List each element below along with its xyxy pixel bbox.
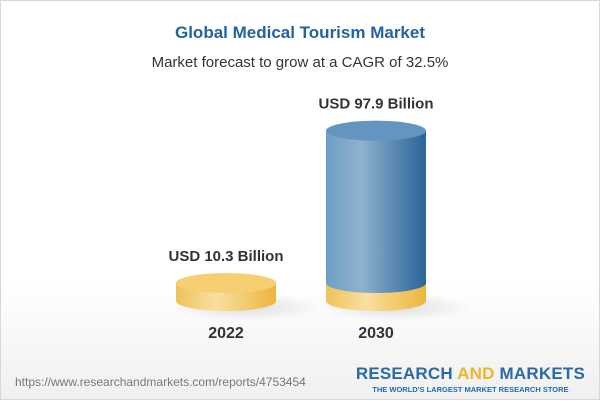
chart-title: Global Medical Tourism Market (174, 23, 426, 42)
x-tick-label: 2022 (208, 325, 244, 342)
x-tick-label: 2030 (358, 325, 394, 342)
data-label: USD 97.9 Billion (318, 96, 433, 113)
research-and-markets-logo: RESEARCH AND MARKETS THE WORLD'S LARGEST… (355, 364, 585, 395)
source-url[interactable]: https://www.researchandmarkets.com/repor… (15, 375, 306, 389)
data-label: USD 10.3 Billion (168, 248, 283, 265)
chart-subtitle: Market forecast to grow at a CAGR of 32.… (151, 54, 449, 71)
bar-2030-top (326, 120, 426, 141)
bar-2022-base-top (176, 273, 276, 293)
bar-2030-body (326, 130, 426, 293)
